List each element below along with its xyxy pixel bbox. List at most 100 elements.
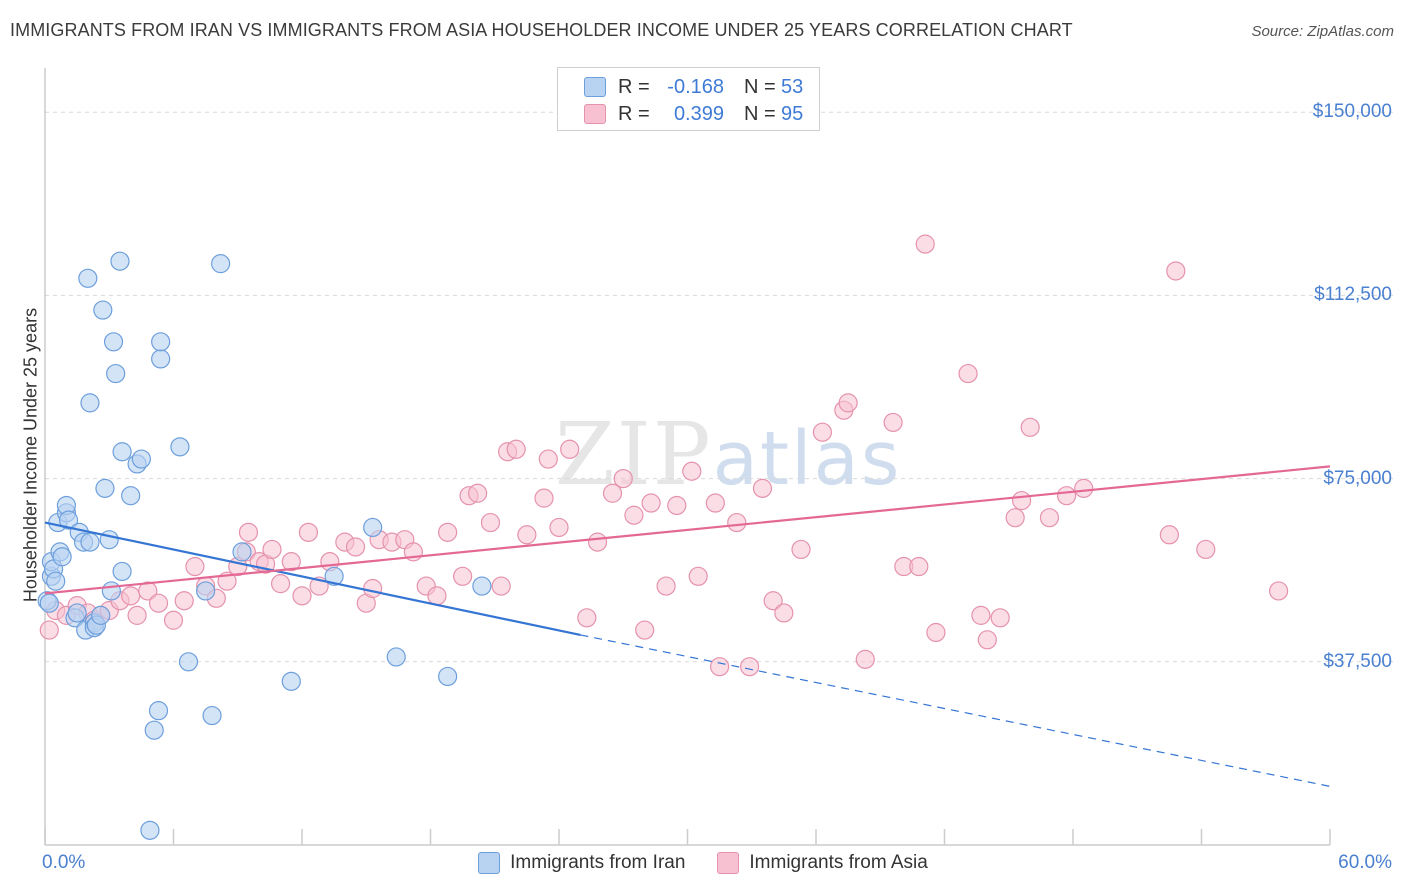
data-point-iran [78,268,98,288]
data-point-iran [121,486,141,506]
data-point-iran [95,478,115,498]
data-point-iran [324,566,344,586]
data-point-asia [641,493,661,513]
legend-r-label: R = [618,75,650,98]
legend-item-iran[interactable]: Immigrants from Iran [478,852,685,874]
legend-swatch-asia [584,104,606,124]
legend-n-label: N = [744,102,776,125]
legend-row-asia: R = 0.399 N = 95 [584,102,803,126]
legend-item-asia[interactable]: Immigrants from Asia [717,852,928,874]
data-point-asia [958,363,978,384]
data-point-asia [506,439,526,459]
data-point-iran [67,603,87,623]
data-point-iran [211,254,231,274]
x-tick-label-max: 60.0% [1338,852,1392,873]
data-point-asia [763,591,783,611]
data-point-asia [480,512,501,533]
data-point-asia [345,537,366,557]
trend-line-iran [44,521,581,637]
watermark-atlas: atlas [712,416,902,502]
data-point-iran [39,593,59,613]
data-point-iran [472,576,492,596]
data-point-asia [624,505,644,525]
data-point-asia [121,586,141,606]
data-point-asia [727,512,747,533]
data-point-asia [453,566,473,586]
y-tick-label: $112,500 [1314,284,1392,306]
legend-swatch-asia [717,852,740,874]
trend-line-asia [44,465,1331,595]
data-point-asia [238,522,259,542]
data-point-iran [106,363,126,384]
data-point-asia [1056,486,1077,506]
data-point-asia [468,483,488,503]
data-point-asia [909,556,929,577]
data-point-asia [534,488,554,508]
data-point-iran [131,449,151,469]
data-point-asia [163,610,184,630]
legend-r-label: R = [618,102,650,125]
data-point-asia [1020,417,1040,437]
data-point-asia [281,552,301,572]
y-tick-label: $37,500 [1323,650,1392,672]
data-point-asia [148,593,169,613]
data-point-asia [855,649,875,669]
data-point-asia [438,522,458,542]
legend-label-iran: Immigrants from Iran [510,852,686,873]
data-point-iran [101,581,121,601]
legend-n-value-iran: 53 [781,75,804,98]
legend-r-value-asia: 0.399 [673,102,724,125]
data-point-iran [140,820,160,840]
data-point-asia [538,449,558,469]
data-point-iran [103,332,124,352]
data-point-asia [791,539,811,560]
axes [44,68,1331,846]
data-point-asia [926,622,946,643]
data-point-asia [774,603,794,623]
data-point-asia [1159,525,1179,545]
data-point-asia [185,556,205,577]
data-point-asia [138,581,158,601]
data-point-iran [93,300,113,320]
legend-swatch-iran [584,77,606,97]
trend-line-iran-extrapolated [580,634,1331,787]
data-point-asia [838,393,858,413]
data-point-asia [517,525,537,545]
data-point-iran [151,332,171,352]
trend-lines [44,465,1331,787]
data-point-asia [1074,478,1094,498]
data-point-iran [232,542,252,562]
y-tick-label: $75,000 [1323,467,1392,489]
data-point-asia [1039,508,1060,528]
data-point-asia [549,517,569,538]
data-point-asia [971,605,991,625]
data-point-asia [1005,508,1025,528]
data-point-iran [112,561,132,582]
data-point-iran [386,647,406,667]
data-point-asia [577,608,597,628]
data-point-iran [148,701,169,721]
data-point-asia [613,468,633,489]
legend-n-value-asia: 95 [781,102,804,125]
data-point-iran [99,530,119,550]
data-point-asia [270,574,291,594]
data-point-iran [363,517,383,538]
data-point-asia [560,439,580,459]
data-point-asia [602,483,623,503]
data-point-asia [587,532,608,552]
data-point-asia [990,608,1010,628]
data-point-asia [915,234,935,254]
stats-legend: R = -0.168 N = 53 R = 0.399 N = 95 [557,67,820,131]
data-point-asia [977,630,997,650]
watermark: ZIPatlas [555,405,901,505]
data-point-asia [740,657,760,677]
chart-title: IMMIGRANTS FROM IRAN VS IMMIGRANTS FROM … [10,20,1073,40]
gridlines [45,111,1395,663]
data-point-asia [1166,261,1186,281]
data-point-asia [656,576,676,596]
data-point-asia [292,586,312,606]
data-point-asia [1196,539,1216,560]
data-point-asia [752,478,773,498]
data-point-asia [667,495,687,516]
